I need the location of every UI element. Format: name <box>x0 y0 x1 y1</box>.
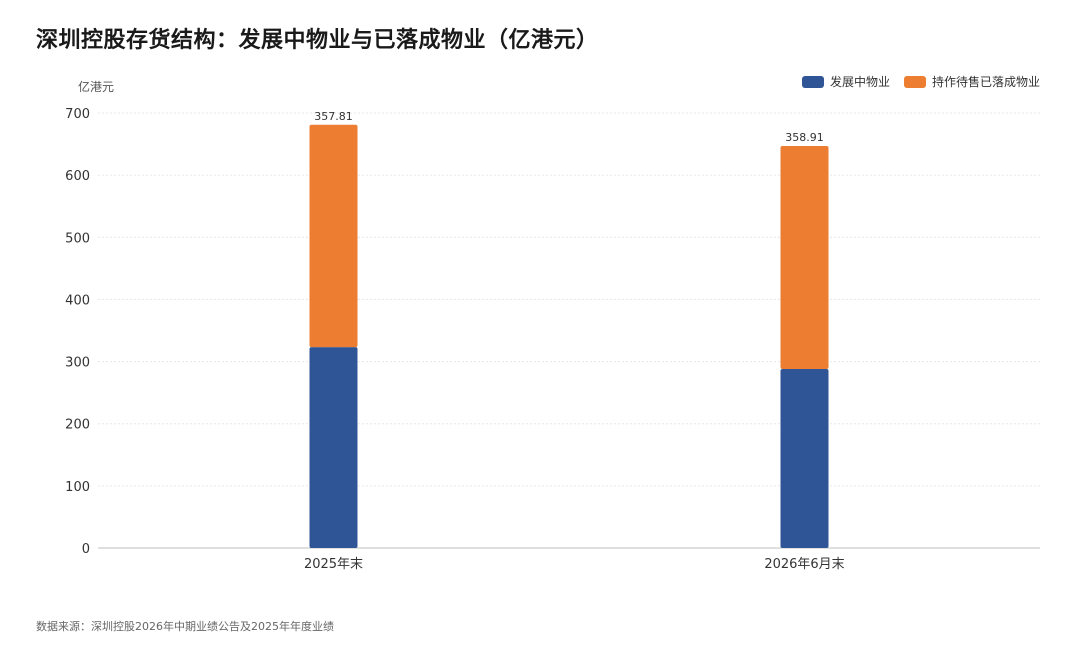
y-tick-label: 700 <box>65 107 90 122</box>
x-category-label: 2025年末 <box>304 557 363 572</box>
y-axis-unit: 亿港元 <box>78 80 115 94</box>
legend-swatch-completed <box>903 75 926 88</box>
y-tick-label: 100 <box>65 480 90 495</box>
y-tick-label: 200 <box>65 418 90 433</box>
bar-completed <box>309 124 358 348</box>
legend-label-developing: 发展中物业 <box>829 75 890 89</box>
bar-developing <box>780 369 829 548</box>
source-note: 数据来源：深圳控股2026年中期业绩公告及2025年年度业绩 <box>36 620 334 633</box>
legend: 发展中物业 持作待售已落成物业 <box>801 73 1040 90</box>
y-tick-label: 0 <box>82 542 90 557</box>
y-tick-label: 600 <box>65 169 90 184</box>
data-label-completed: 358.91 <box>785 131 824 144</box>
data-label-completed: 357.81 <box>314 110 353 123</box>
x-category-label: 2026年6月末 <box>764 557 844 572</box>
y-tick-label: 300 <box>65 356 90 371</box>
legend-label-completed: 持作待售已落成物业 <box>931 75 1040 89</box>
bar-developing <box>309 347 358 548</box>
legend-item-developing: 发展中物业 <box>801 73 890 90</box>
chart-title: 深圳控股存货结构：发展中物业与已落成物业（亿港元） <box>36 28 599 53</box>
y-tick-label: 400 <box>65 293 90 308</box>
legend-item-completed: 持作待售已落成物业 <box>903 73 1040 90</box>
bar-completed <box>780 146 829 370</box>
y-tick-label: 500 <box>65 231 90 246</box>
legend-swatch-developing <box>801 75 824 88</box>
